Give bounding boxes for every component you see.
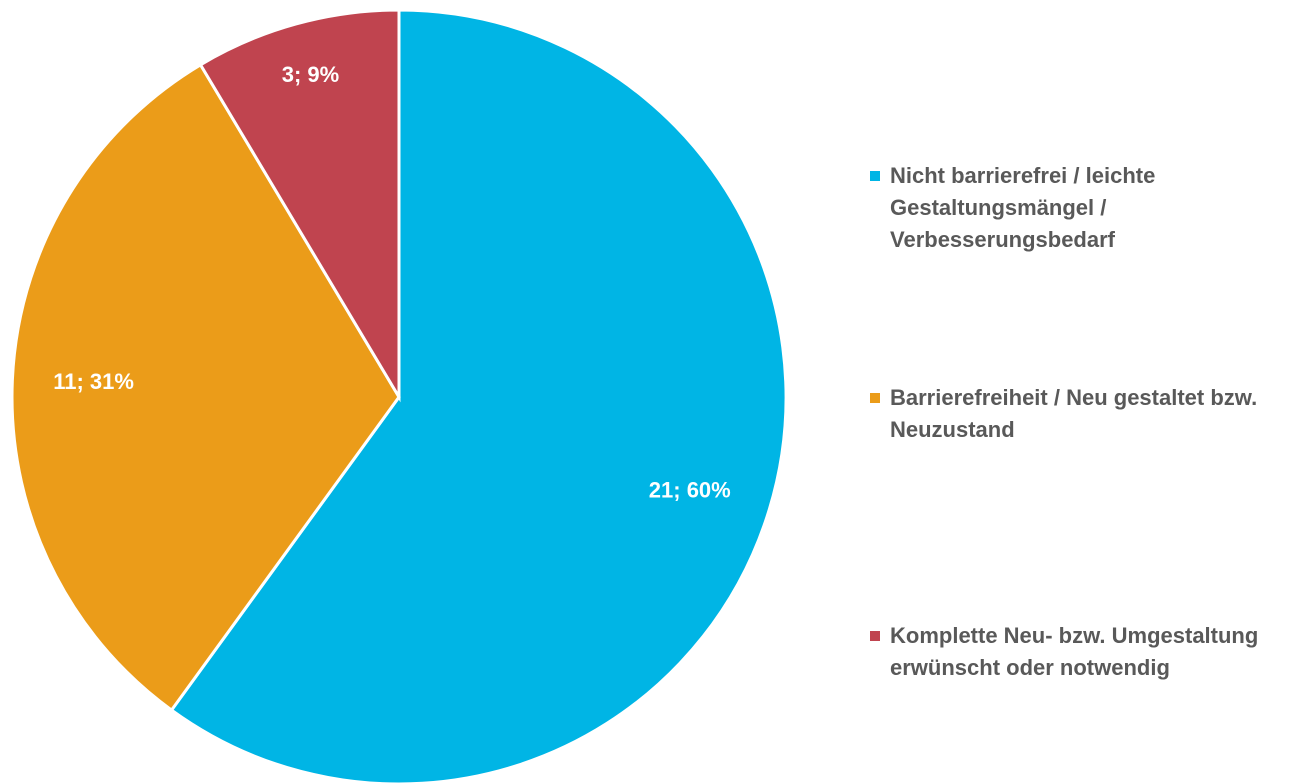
pie-slice [10,62,401,713]
legend-label: Barrierefreiheit / Neu gestaltet bzw. Ne… [890,385,1258,442]
slice-label: 3; 9% [282,62,339,87]
slice-label: 21; 60% [649,477,731,502]
legend-item: Nicht barrierefrei / leichte Gestaltungs… [870,160,1290,256]
legend-label: Komplette Neu- bzw. Umgestaltung erwünsc… [890,623,1259,680]
slice-label: 11; 31% [53,369,134,394]
pie-slice [198,8,401,403]
legend-item: Komplette Neu- bzw. Umgestaltung erwünsc… [870,620,1290,684]
chart: 21; 60% 11; 31% 3; 9% [10,8,788,784]
pie-slice [169,8,788,784]
legend-item: Barrierefreiheit / Neu gestaltet bzw. Ne… [870,382,1290,446]
legend-swatch [870,393,880,403]
legend-label: Nicht barrierefrei / leichte Gestaltungs… [890,163,1156,252]
legend-swatch [870,171,880,181]
legend-swatch [870,631,880,641]
